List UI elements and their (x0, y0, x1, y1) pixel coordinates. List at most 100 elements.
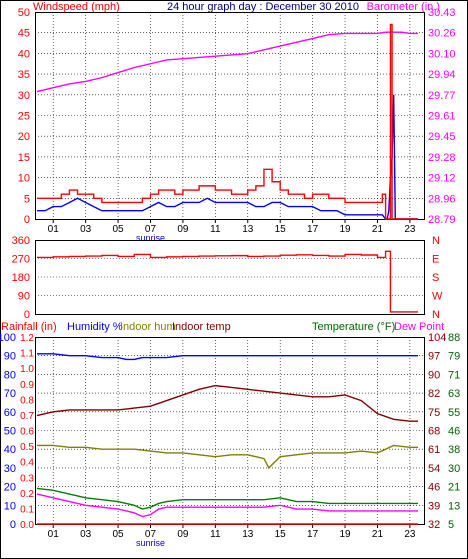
panel3-humidity-tick: 30 (4, 463, 16, 475)
panel1-xtick-label: 21 (372, 224, 384, 235)
panel3-series-0 (37, 353, 418, 361)
panel3-humidity-tick: 20 (4, 482, 16, 494)
panel3-temp-tick: 104 (428, 332, 446, 344)
panel3-series-2 (36, 384, 418, 422)
panel3-xtick-label: 09 (177, 529, 189, 540)
panel3-xtick-label: 07 (145, 529, 157, 540)
panel3-temp-tick: 82 (428, 388, 440, 400)
panel3-dew-point-label: Dew Point (394, 321, 444, 333)
panel3-xtick-label: 03 (80, 529, 92, 540)
panel3-humidity-tick: 90 (4, 351, 16, 363)
panel1-left-tick: 30 (18, 90, 30, 102)
panel1-xtick-label: 17 (307, 224, 319, 235)
panel3-xtick-label: 19 (339, 529, 351, 540)
panel1-frame (35, 12, 425, 220)
panel3-humidity-tick: 0 (10, 519, 16, 531)
panel1-right-tick: 29.12 (428, 173, 456, 185)
panel3-series-4 (36, 493, 418, 518)
panel3-rainfall-label: Rainfall (in) (1, 321, 57, 333)
panel1-xtick-label: 05 (113, 224, 125, 235)
panel3-rain-tick: 0.7 (20, 411, 34, 422)
panel3-rain-tick: 1.2 (20, 333, 34, 344)
panel1-xtick-label: 09 (177, 224, 189, 235)
panel3-humidity-tick: 100 (0, 332, 16, 344)
panel3-humidity-tick: 70 (4, 388, 16, 400)
panel3-rain-tick: 0.5 (20, 442, 34, 453)
panel1-right-tick: 29.77 (428, 90, 456, 102)
panel1-left-tick: 45 (18, 28, 30, 40)
panel3-dew-tick: 46 (448, 426, 460, 438)
panel3-temperature-label: Temperature (°F) (312, 321, 395, 333)
panel1-xtick-label: 23 (404, 224, 416, 235)
panel3-humidity-label: Humidity % (67, 321, 123, 333)
panel1-sunrise-label: sunrise (136, 233, 165, 243)
panel2-right-tick: W (432, 291, 443, 303)
panel1-right-tick: 29.28 (428, 152, 456, 164)
panel1-right-tick: 29.45 (428, 131, 456, 143)
panel1-left-tick: 5 (24, 193, 30, 205)
panel1-right-tick: 30.26 (428, 28, 456, 40)
panel1-right-tick: 28.79 (428, 214, 456, 226)
panel1-xtick-label: 11 (210, 224, 221, 235)
panel3-rain-tick: 0.0 (20, 520, 34, 531)
panel1-left-tick: 15 (18, 152, 30, 164)
panel1-left-tick: 35 (18, 69, 30, 81)
panel3-rain-tick: 0.1 (20, 504, 34, 515)
panel3-xtick-label: 01 (48, 529, 60, 540)
panel3-rain-tick: 1.1 (20, 349, 34, 360)
panel1-xtick-label: 15 (275, 224, 287, 235)
panel3-xtick-label: 05 (113, 529, 125, 540)
panel3-temp-tick: 75 (428, 407, 440, 419)
panel3-humidity-tick: 60 (4, 407, 16, 419)
panel3-dew-tick: 21 (448, 482, 460, 494)
panel2-left-tick: 360 (12, 235, 30, 247)
panel3-dew-tick: 30 (448, 463, 460, 475)
panel1-right-tick: 30.10 (428, 48, 456, 60)
panel3-dew-tick: 13 (448, 500, 460, 512)
panel1-title: 24 hour graph day : December 30 2010 (167, 1, 359, 13)
panel1-right-tick: 28.96 (428, 193, 456, 205)
panel3-humidity-tick: 10 (4, 500, 16, 512)
panel3-indoor-temp-label: Indoor temp (172, 321, 231, 333)
panel3-humidity-tick: 40 (4, 444, 16, 456)
panel1-right-tick: 29.94 (428, 69, 456, 81)
panel3-indoor-hum-label: Indoor hum (120, 321, 176, 333)
panel1-xtick-label: 03 (80, 224, 92, 235)
panel3-sunrise-label: sunrise (136, 538, 165, 548)
panel3-humidity-tick: 80 (4, 369, 16, 381)
panel3-temp-tick: 32 (428, 519, 440, 531)
panel3-xtick-label: 23 (404, 529, 416, 540)
panel2-right-tick: N (432, 309, 440, 321)
panel3-rain-tick: 0.3 (20, 473, 34, 484)
panel3-dew-tick: 38 (448, 444, 460, 456)
panel3-rain-tick: 0.8 (20, 395, 34, 406)
panel3-series-1 (37, 444, 418, 470)
panel2-left-tick: 90 (18, 291, 30, 303)
panel3-temp-tick: 61 (428, 444, 440, 456)
panel3-xtick-label: 11 (210, 529, 221, 540)
panel2-frame (35, 240, 425, 315)
panel2-right-tick: S (432, 272, 439, 284)
panel1-left-label: Windspeed (mph) (33, 1, 120, 13)
panel3-dew-tick: 88 (448, 332, 460, 344)
panel1-series-0 (36, 31, 418, 93)
panel3-xtick-label: 17 (307, 529, 319, 540)
panel3-temp-tick: 39 (428, 500, 440, 512)
panel1-xtick-label: 19 (339, 224, 351, 235)
panel3-xtick-label: 13 (242, 529, 254, 540)
panel3-xtick-label: 21 (372, 529, 384, 540)
panel2-series-0 (37, 250, 418, 313)
panel3-temp-tick: 90 (428, 369, 440, 381)
panel3-dew-tick: 71 (448, 369, 460, 381)
panel2-right-tick: E (432, 254, 439, 266)
panel1-left-tick: 20 (18, 131, 30, 143)
panel1-xtick-label: 13 (242, 224, 254, 235)
panel3-temp-tick: 46 (428, 482, 440, 494)
panel3-dew-tick: 63 (448, 388, 460, 400)
panel3-rain-tick: 0.9 (20, 380, 34, 391)
panel1-left-tick: 50 (18, 7, 30, 19)
panel1-xtick-label: 07 (145, 224, 157, 235)
panel3-dew-tick: 79 (448, 351, 460, 363)
